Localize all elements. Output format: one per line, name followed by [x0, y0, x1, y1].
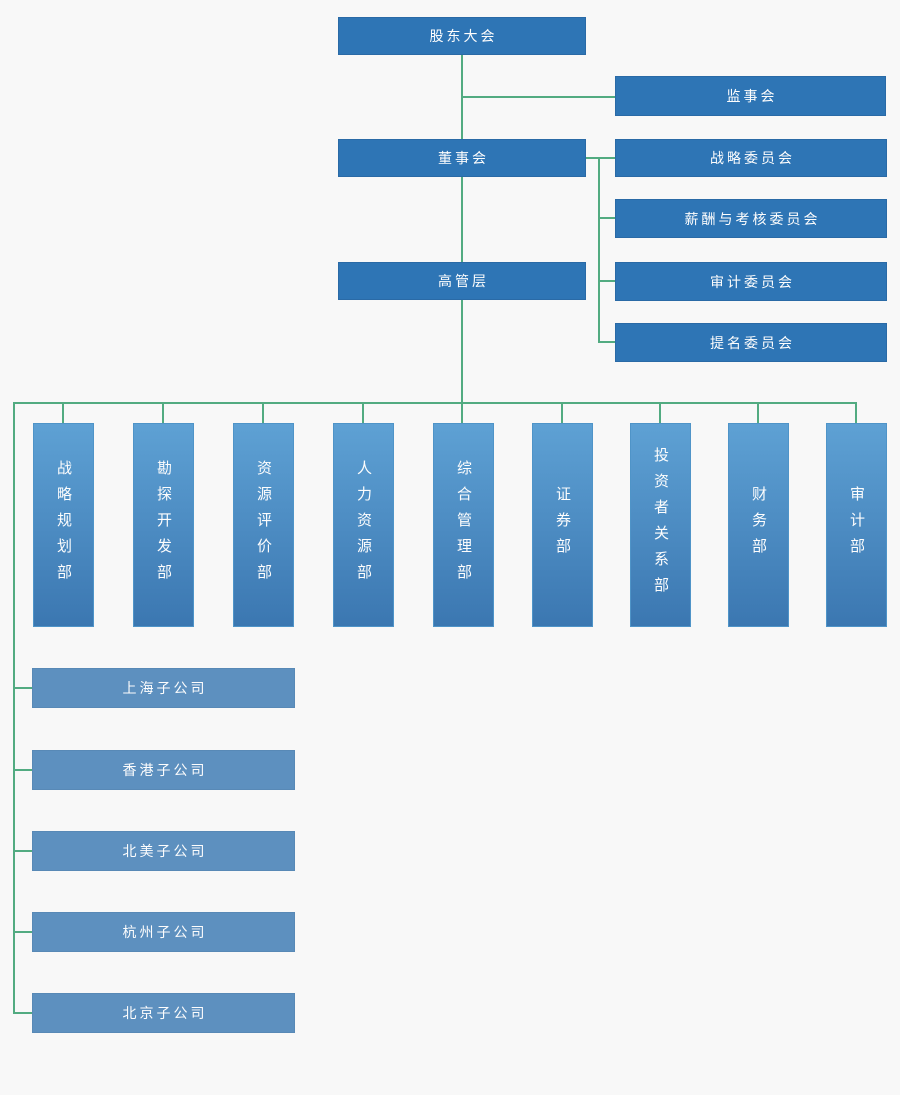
connector-stub-dept-3: [262, 404, 264, 423]
node-committee-strategy: 战略委员会: [615, 139, 887, 177]
connector-spine-to-compensation-committee: [600, 217, 615, 219]
node-supervisory-board: 监事会: [615, 76, 886, 116]
connector-spine-to-audit-committee: [600, 280, 615, 282]
connector-subsidiary-drop: [13, 402, 15, 1014]
node-department-securities: 证券部: [532, 423, 593, 627]
connector-stub-dept-6: [561, 404, 563, 423]
node-department-exploration-development: 勘探开发部: [133, 423, 194, 627]
node-committee-nomination: 提名委员会: [615, 323, 887, 362]
connector-spine-to-strategy-committee: [600, 157, 615, 159]
connector-stub-dept-9: [855, 404, 857, 423]
node-subsidiary-north-america: 北美子公司: [32, 831, 295, 871]
node-committee-audit: 审计委员会: [615, 262, 887, 301]
node-department-strategic-planning: 战略规划部: [33, 423, 94, 627]
connector-stub-subsidiary-4: [13, 931, 33, 933]
connector-stub-dept-7: [659, 404, 661, 423]
node-subsidiary-hongkong: 香港子公司: [32, 750, 295, 790]
connector-committee-spine: [598, 157, 600, 343]
connector-spine-to-nomination-committee: [600, 341, 615, 343]
connector-stub-dept-2: [162, 404, 164, 423]
node-department-human-resources: 人力资源部: [333, 423, 394, 627]
connector-stub-dept-8: [757, 404, 759, 423]
connector-to-supervisory-board: [462, 96, 615, 98]
connector-board-to-committee-spine: [586, 157, 599, 159]
node-department-general-management: 综合管理部: [433, 423, 494, 627]
connector-stub-dept-5: [461, 404, 463, 423]
connector-executives-to-departments: [461, 300, 463, 403]
node-department-resource-evaluation: 资源评价部: [233, 423, 294, 627]
connector-stub-dept-1: [62, 404, 64, 423]
connector-stub-subsidiary-5: [13, 1012, 33, 1014]
node-shareholders-meeting: 股东大会: [338, 17, 586, 55]
connector-stub-subsidiary-3: [13, 850, 33, 852]
node-department-audit: 审计部: [826, 423, 887, 627]
connector-stub-dept-4: [362, 404, 364, 423]
connector-stub-subsidiary-2: [13, 769, 33, 771]
node-board-of-directors: 董事会: [338, 139, 586, 177]
connector-stub-subsidiary-1: [13, 687, 33, 689]
node-committee-compensation: 薪酬与考核委员会: [615, 199, 887, 238]
connector-board-to-executives: [461, 177, 463, 262]
node-executive-management: 高管层: [338, 262, 586, 300]
connector-department-bus: [13, 402, 857, 404]
node-department-investor-relations: 投资者关系部: [630, 423, 691, 627]
node-subsidiary-shanghai: 上海子公司: [32, 668, 295, 708]
node-department-finance: 财务部: [728, 423, 789, 627]
node-subsidiary-beijing: 北京子公司: [32, 993, 295, 1033]
node-subsidiary-hangzhou: 杭州子公司: [32, 912, 295, 952]
